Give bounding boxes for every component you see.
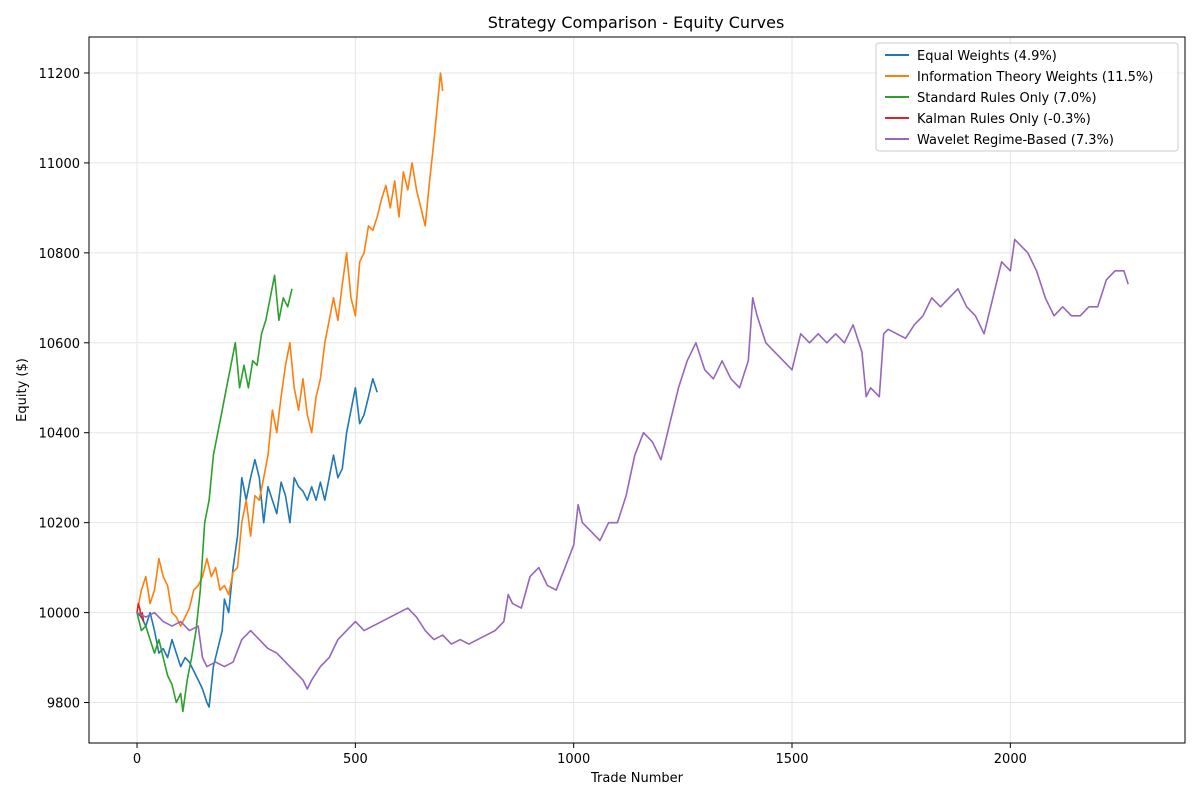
y-tick-label: 10200 xyxy=(39,517,80,532)
legend-label: Equal Weights (4.9%) xyxy=(917,49,1057,64)
plot-frame xyxy=(88,36,1186,744)
y-tick-label: 10600 xyxy=(39,337,80,352)
series-line-1 xyxy=(136,72,444,627)
legend: Equal Weights (4.9%) Information Theory W… xyxy=(875,42,1179,152)
y-tick-label: 11000 xyxy=(39,157,80,172)
y-tick-label: 10400 xyxy=(39,427,80,442)
series-line-4 xyxy=(136,238,1129,690)
x-axis-label: Trade Number xyxy=(590,771,684,786)
x-tick-label: 0 xyxy=(133,752,141,767)
x-tick-label: 2000 xyxy=(994,752,1027,767)
series-lines xyxy=(136,72,1129,713)
chart-title: Strategy Comparison - Equity Curves xyxy=(488,13,785,32)
x-tick-label: 500 xyxy=(343,752,368,767)
legend-label: Wavelet Regime-Based (7.3%) xyxy=(917,133,1114,148)
y-tick-label: 9800 xyxy=(47,697,80,712)
x-tick-label: 1000 xyxy=(557,752,590,767)
y-tick-label: 10800 xyxy=(39,247,80,262)
legend-label: Standard Rules Only (7.0%) xyxy=(917,91,1097,106)
legend-label: Information Theory Weights (11.5%) xyxy=(917,70,1153,85)
y-tick-label: 10000 xyxy=(39,607,80,622)
series-line-2 xyxy=(136,274,293,713)
x-tick-label: 1500 xyxy=(775,752,808,767)
x-axis-ticks: 0 500 1000 1500 2000 xyxy=(133,743,1027,767)
legend-label: Kalman Rules Only (-0.3%) xyxy=(917,112,1091,127)
y-tick-label: 11200 xyxy=(39,67,80,82)
y-axis-label: Equity ($) xyxy=(15,358,30,422)
series-line-0 xyxy=(136,378,378,708)
series-line-3 xyxy=(136,602,145,622)
legend-box xyxy=(875,42,1179,152)
y-axis-ticks: 9800 10000 10200 10400 10600 10800 11000 11200 xyxy=(39,67,89,712)
